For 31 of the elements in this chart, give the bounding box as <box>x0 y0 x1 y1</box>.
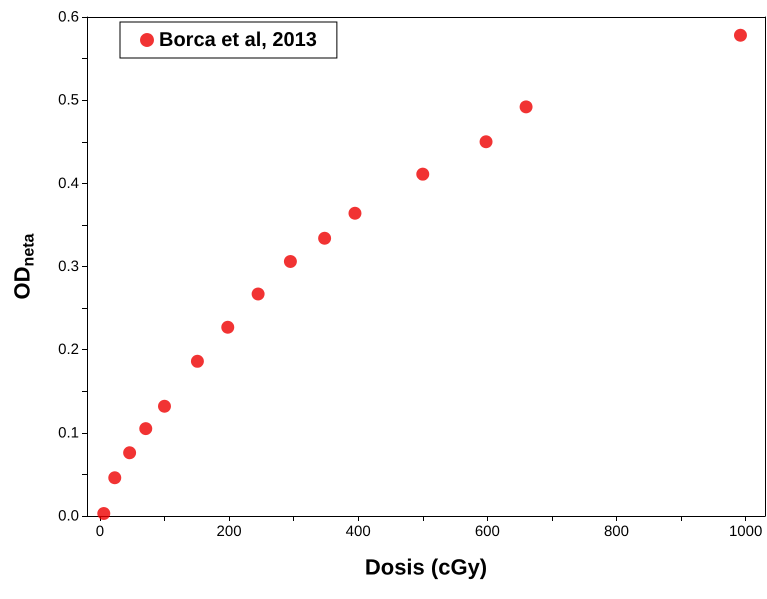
y-tick-label: 0.5 <box>58 92 79 109</box>
point <box>734 28 747 42</box>
legend-label: Borca et al, 2013 <box>159 29 317 51</box>
y-tick-label: 0.6 <box>58 8 79 26</box>
x-tick-label: 1000 <box>728 523 762 540</box>
point <box>318 232 332 245</box>
point <box>348 206 362 220</box>
y-tick-label: 0.4 <box>58 174 79 192</box>
point <box>416 168 430 181</box>
x-tick-label: 400 <box>346 523 371 540</box>
y-tick-label: 0.3 <box>58 258 79 275</box>
x-axis-title: Dosis (cGy) <box>364 554 488 580</box>
point <box>123 446 136 460</box>
x-tick-label: 600 <box>474 523 500 540</box>
point <box>190 354 204 368</box>
x-tick-label: 800 <box>604 523 629 540</box>
point <box>520 100 533 114</box>
point <box>158 400 171 413</box>
x-tick-label: 0 <box>96 523 104 540</box>
x-tick-label: 200 <box>216 523 242 540</box>
text: 0.0 <box>58 508 79 524</box>
y-tick-label: 0.1 <box>58 424 79 442</box>
point <box>139 422 152 436</box>
point <box>480 135 493 148</box>
point <box>284 255 297 268</box>
point <box>252 287 265 300</box>
point <box>108 471 122 484</box>
y-axis-title: ODneta <box>10 233 38 300</box>
point <box>221 320 234 334</box>
y-tick-label: 0.2 <box>58 341 79 358</box>
point <box>97 507 110 520</box>
